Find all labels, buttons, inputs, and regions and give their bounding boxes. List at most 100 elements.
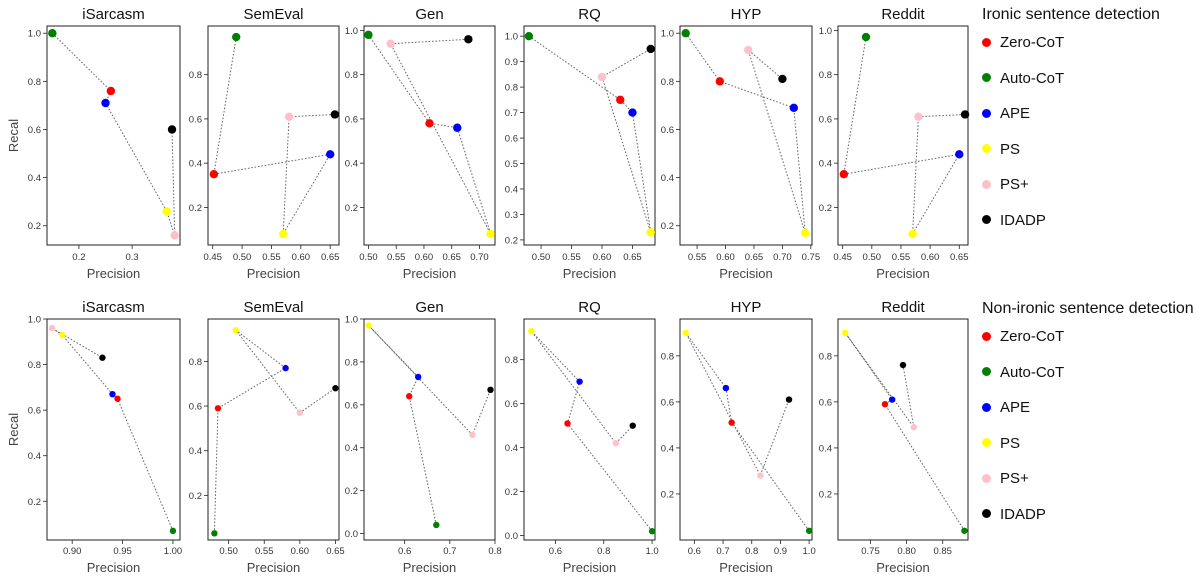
point-auto-cot <box>648 528 656 535</box>
y-tick-label: 0.8 <box>345 357 358 368</box>
point-auto-cot <box>805 527 813 534</box>
y-tick-label: 0.4 <box>661 173 674 184</box>
x-tick-label: 0.60 <box>921 252 940 263</box>
panel-1-0: iSarcasm 0.90 0.95 1.00 0.2 0.4 0.6 0.8 1.0 Preci… <box>6 299 182 575</box>
point-ps- <box>296 409 304 416</box>
y-tick-label: 0.2 <box>28 221 41 232</box>
x-tick-label: 0.6 <box>688 546 701 557</box>
legend-non-ironic: Non-ironic sentence detection Zero-CoT Au… <box>982 300 1194 523</box>
point-idadp <box>629 422 636 429</box>
x-tick-label: 1.00 <box>164 546 183 557</box>
y-tick-label: 0.2 <box>819 203 832 214</box>
legend-marker <box>982 331 991 341</box>
y-tick-label: 0.4 <box>661 443 674 454</box>
panel-title: Reddit <box>881 299 925 316</box>
y-tick-label: 0.4 <box>505 443 518 454</box>
point-ps- <box>386 39 395 48</box>
legend-label: APE <box>1000 399 1031 416</box>
point-ape <box>888 396 896 403</box>
point-ps <box>646 228 655 237</box>
panel-0-0: iSarcasm 0.2 0.3 0.2 0.4 0.6 0.8 1.0 Precision Re… <box>6 6 181 281</box>
point-ape <box>415 373 422 381</box>
y-tick-label: 0.0 <box>345 529 358 540</box>
y-tick-label: 0.6 <box>189 114 202 125</box>
panel-title: HYP <box>731 6 762 23</box>
legend-label: PS+ <box>1000 470 1029 487</box>
legend-title: Non-ironic sentence detection <box>982 300 1194 317</box>
y-tick-label: 0.5 <box>505 159 518 170</box>
y-tick-label: 0.6 <box>819 114 832 125</box>
panel-title: Gen <box>415 6 443 23</box>
y-tick-label: 0.4 <box>189 446 202 457</box>
y-tick-label: 0.4 <box>819 443 832 454</box>
legend-marker <box>982 144 991 154</box>
point-zero-cot <box>214 405 222 412</box>
legend-label: Zero-CoT <box>1000 328 1065 345</box>
y-tick-label: 0.6 <box>505 399 518 410</box>
x-tick-label: 0.70 <box>470 252 489 263</box>
x-tick-label: 0.50 <box>863 252 882 263</box>
point-auto-cot <box>433 521 440 529</box>
legend-marker <box>982 438 991 448</box>
connecting-path <box>51 32 176 236</box>
point-auto-cot <box>364 30 373 40</box>
legend-item-ape: APE <box>982 399 1030 416</box>
x-axis-label: Precision <box>563 266 616 281</box>
x-tick-label: 0.6 <box>398 546 411 557</box>
point-idadp <box>646 44 655 54</box>
connecting-path <box>530 330 653 532</box>
x-tick-label: 0.60 <box>593 252 612 263</box>
x-tick-label: 0.45 <box>833 252 852 263</box>
y-tick-label: 0.8 <box>819 351 832 362</box>
connecting-path <box>685 32 806 234</box>
y-tick-label: 0.0 <box>505 531 518 542</box>
x-tick-label: 0.3 <box>126 252 139 263</box>
point-ps- <box>612 440 620 447</box>
y-tick-label: 0.8 <box>28 360 41 371</box>
y-tick-label: 0.4 <box>28 173 41 184</box>
x-tick-label: 0.8 <box>488 546 501 557</box>
point-ps <box>528 327 535 335</box>
x-tick-label: 0.50 <box>233 252 252 263</box>
axes-frame <box>363 25 496 246</box>
point-auto-cot <box>524 31 534 41</box>
x-tick-label: 0.6 <box>549 546 562 557</box>
legend-label: Zero-CoT <box>1000 34 1065 51</box>
axes-frame <box>46 25 181 246</box>
point-auto-cot <box>48 29 57 38</box>
panel-1-1: SemEval 0.50 0.55 0.60 0.65 0.2 0.4 0.6 0.8 Preci… <box>189 299 345 575</box>
x-tick-label: 0.55 <box>387 252 406 263</box>
x-tick-label: 0.7 <box>443 546 456 557</box>
y-tick-label: 1.0 <box>505 32 518 43</box>
panel-title: RQ <box>578 6 601 23</box>
point-ape <box>109 390 116 398</box>
point-ape <box>722 384 730 392</box>
y-tick-label: 0.6 <box>345 114 358 125</box>
connecting-path <box>368 325 491 526</box>
y-axis-label: Recal <box>6 413 21 446</box>
point-zero-cot <box>425 119 434 128</box>
point-auto-cot <box>211 530 218 537</box>
y-tick-label: 0.8 <box>345 70 358 81</box>
panel-title: SemEval <box>243 299 303 316</box>
x-tick-label: 0.60 <box>291 546 310 557</box>
panel-1-4: HYP 0.6 0.7 0.8 0.9 1.0 0.2 0.4 0.6 0.8 Precision <box>661 299 816 575</box>
x-tick-label: 0.50 <box>532 252 551 263</box>
x-tick-label: 0.60 <box>292 252 311 263</box>
point-ape <box>453 123 462 132</box>
point-ape <box>282 364 289 372</box>
x-tick-label: 0.65 <box>321 252 340 263</box>
x-tick-label: 0.95 <box>113 546 132 557</box>
point-idadp <box>785 396 793 403</box>
legend-item-ps-: PS+ <box>982 176 1029 193</box>
point-auto-cot <box>961 527 968 534</box>
legend-label: PS <box>1000 140 1021 158</box>
x-tick-label: 0.65 <box>326 546 345 557</box>
y-tick-label: 0.8 <box>28 77 41 88</box>
point-ape <box>576 378 583 385</box>
point-idadp <box>464 35 473 44</box>
legend-marker <box>982 179 991 189</box>
x-tick-label: 0.7 <box>716 546 729 557</box>
x-tick-label: 0.85 <box>933 546 952 557</box>
axes-frame <box>523 25 656 246</box>
